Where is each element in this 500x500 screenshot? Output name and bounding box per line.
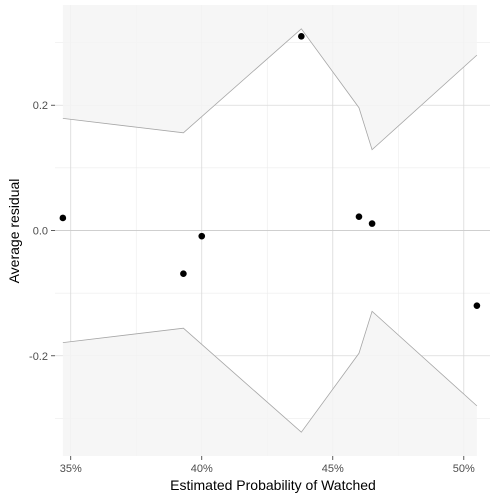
y-tick-label-2: 0.2 <box>33 100 48 112</box>
y-axis-title: Average residual <box>6 179 22 284</box>
y-tick-label-0: -0.2 <box>29 351 48 363</box>
y-tick-label-1: 0.0 <box>33 226 48 238</box>
lower-band-fill <box>62 311 477 456</box>
upper-band-fill <box>62 5 477 150</box>
data-point-0 <box>59 214 67 222</box>
data-point-4 <box>355 213 363 221</box>
x-axis-title: Estimated Probability of Watched <box>170 477 376 493</box>
data-point-2 <box>198 232 206 240</box>
x-tick-label-2: 45% <box>322 463 344 475</box>
data-point-1 <box>180 270 187 278</box>
x-tick-label-0: 35% <box>60 463 82 475</box>
x-tick-label-3: 50% <box>453 463 475 475</box>
x-tick-label-1: 40% <box>191 463 213 475</box>
data-point-6 <box>473 302 481 309</box>
confidence-band <box>55 5 490 456</box>
data-point-3 <box>298 33 305 40</box>
lower-band-line <box>62 310 478 433</box>
axes: 35% 40% 45% 50% -0.2 0.0 0.2 <box>29 100 475 475</box>
data-points <box>59 33 481 309</box>
upper-band-line <box>62 28 478 151</box>
data-point-5 <box>368 220 376 227</box>
